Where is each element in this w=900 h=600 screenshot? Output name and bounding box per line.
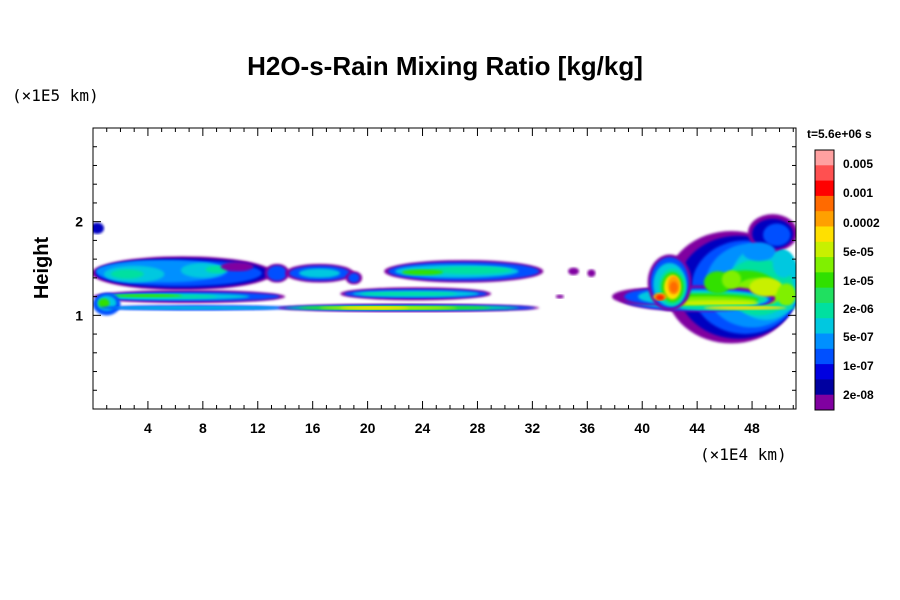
contour-blob <box>568 267 580 276</box>
contour-blob <box>220 261 254 272</box>
x-axis: 4 8 12 16 20 24 28 32 36 40 44 48 <box>106 128 794 436</box>
x-tick-label: 48 <box>744 420 760 436</box>
colorbar-swatch <box>815 394 834 411</box>
contour-blob <box>113 294 183 298</box>
y-unit-label: (×1E5 km) <box>12 86 99 105</box>
x-tick-label: 36 <box>580 420 596 436</box>
x-tick-label: 4 <box>144 420 152 436</box>
x-tick-label: 44 <box>689 420 705 436</box>
colorbar-swatch <box>815 257 834 273</box>
x-unit-label: (×1E4 km) <box>700 445 787 464</box>
contour-blob <box>772 249 795 278</box>
contour-blob <box>749 277 783 297</box>
plot-frame <box>92 127 797 410</box>
y-tick-label: 2 <box>75 214 83 230</box>
contour-blob <box>587 269 596 277</box>
colorbar-label: 1e-05 <box>843 274 874 288</box>
x-tick-label: 24 <box>415 420 431 436</box>
colorbar-label: 2e-08 <box>843 388 874 402</box>
colorbar-label: 5e-05 <box>843 245 874 259</box>
contour-blob <box>93 222 104 234</box>
colorbar-label: 0.0002 <box>843 216 880 230</box>
colorbar-swatch <box>815 379 834 396</box>
colorbar-swatch <box>815 195 834 212</box>
colorbar-label: 1e-07 <box>843 359 874 373</box>
contour-blob <box>776 283 796 306</box>
colorbar-label: 5e-07 <box>843 330 874 344</box>
contour-field <box>93 214 796 344</box>
x-tick-label: 20 <box>360 420 376 436</box>
contour-blob <box>298 268 341 278</box>
contour-blob <box>401 269 444 276</box>
contour-blob <box>763 223 791 247</box>
x-tick-label: 32 <box>525 420 541 436</box>
colorbar-swatch <box>815 318 834 335</box>
contour-blob <box>340 306 409 310</box>
colorbar-label: 2e-06 <box>843 302 874 316</box>
colorbar-swatch <box>815 150 834 166</box>
colorbar-swatch <box>815 211 834 227</box>
colorbar-swatch <box>815 287 834 304</box>
chart-title: H2O-s-Rain Mixing Ratio [kg/kg] <box>247 51 643 81</box>
contour-blob <box>676 300 759 306</box>
colorbar-swatch <box>815 165 834 182</box>
contour-blob <box>721 270 742 290</box>
colorbar-swatch <box>815 180 834 197</box>
y-axis: 12 <box>75 146 796 391</box>
contour-blob <box>704 305 787 310</box>
x-tick-label: 12 <box>250 420 266 436</box>
x-tick-label: 8 <box>199 420 207 436</box>
x-tick-label: 28 <box>470 420 486 436</box>
colorbar-swatch <box>815 364 834 380</box>
x-tick-label: 16 <box>305 420 321 436</box>
colorbar-frame <box>814 149 835 411</box>
time-label: t=5.6e+06 s <box>807 127 872 141</box>
contour-blob <box>348 273 360 283</box>
colorbar-swatch <box>815 333 834 350</box>
colorbar-swatch <box>815 348 834 365</box>
contour-blob <box>655 294 665 301</box>
contour-blob <box>555 294 564 299</box>
colorbar-label: 0.005 <box>843 157 873 171</box>
colorbar: 0.005 0.001 0.0002 5e-05 1e-05 2e-06 5e-07 1e-0… <box>814 149 880 411</box>
y-tick-label: 1 <box>75 307 83 323</box>
x-tick-label: 40 <box>634 420 650 436</box>
contour-blob <box>669 281 678 293</box>
contour-blob <box>360 291 457 296</box>
contour-blob <box>267 265 287 281</box>
y-axis-label: Height <box>31 237 53 300</box>
colorbar-label: 0.001 <box>843 186 873 200</box>
colorbar-swatch <box>815 272 834 289</box>
colorbar-swatch <box>815 241 834 258</box>
colorbar-swatch <box>815 226 834 243</box>
contour-blob <box>113 306 279 310</box>
contour-blob <box>429 266 512 275</box>
contour-blob <box>742 242 776 262</box>
colorbar-swatch <box>815 302 834 319</box>
contour-blob <box>98 298 110 308</box>
contour-blob <box>110 269 144 279</box>
